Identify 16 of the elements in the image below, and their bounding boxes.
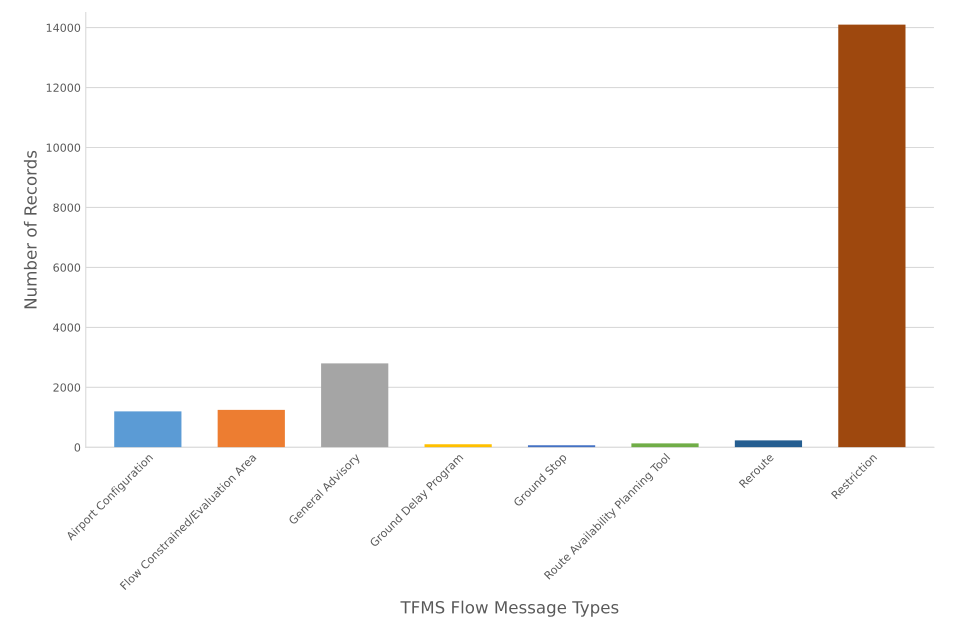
bar: [114, 411, 182, 448]
x-axis-title: TFMS Flow Message Types: [400, 600, 618, 617]
bar: [321, 363, 388, 448]
y-tick-label: 8000: [53, 203, 80, 212]
y-tick-label: 10000: [46, 143, 80, 152]
bar: [631, 443, 699, 448]
y-tick-label: 6000: [53, 263, 80, 272]
bar: [838, 24, 906, 448]
y-tick-label: 0: [74, 443, 80, 452]
y-tick-label: 14000: [46, 24, 80, 32]
bar: [734, 440, 802, 448]
y-tick-label: 4000: [53, 323, 80, 332]
y-tick-label: 2000: [53, 383, 80, 392]
y-axis-title: Number of Records: [24, 150, 37, 308]
bar: [218, 410, 285, 448]
y-tick-label: 12000: [46, 84, 80, 92]
